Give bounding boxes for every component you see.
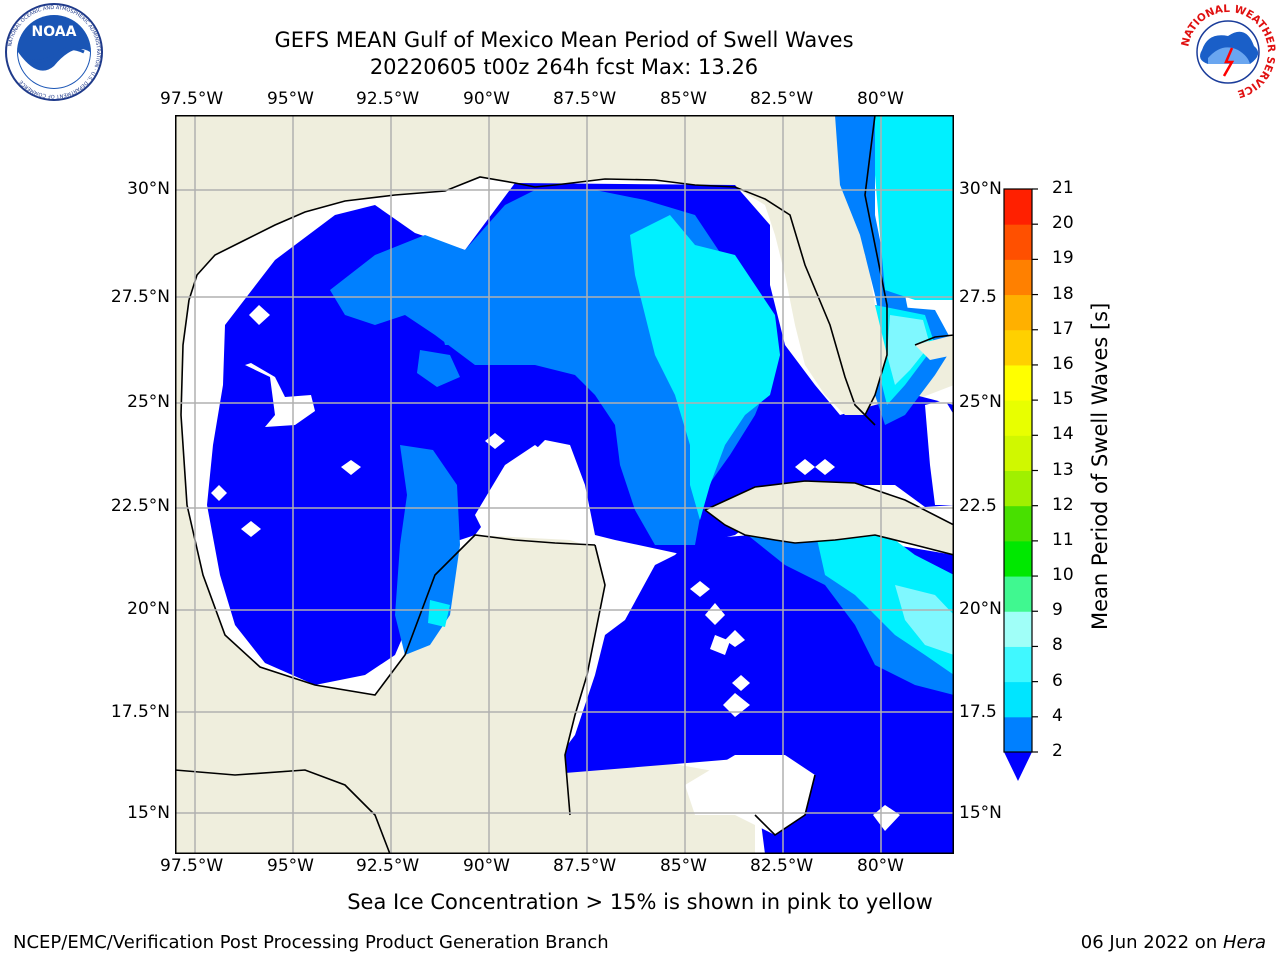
lat-label-right: 22.5 [959, 496, 997, 516]
lon-label-bottom: 82.5°W [750, 856, 814, 876]
lon-label-top: 85°W [660, 89, 707, 109]
lat-label-right: 15°N [959, 803, 1002, 823]
graticule [175, 115, 954, 854]
colorbar-tick-label: 10 [1052, 565, 1074, 586]
lat-label-left: 27.5°N [110, 287, 170, 307]
colorbar-segment [1004, 294, 1032, 331]
colorbar-under-arrow [1004, 752, 1032, 781]
colorbar-segment [1004, 329, 1032, 366]
colorbar-segment [1004, 576, 1032, 612]
lon-label-bottom: 87.5°W [553, 856, 617, 876]
lat-label-left: 15°N [127, 803, 170, 823]
colorbar-tick-label: 9 [1052, 600, 1063, 621]
date-text: 06 Jun 2022 on [1080, 932, 1223, 953]
lat-label-right: 30°N [959, 179, 1002, 199]
land-masses [175, 185, 954, 854]
colorbar-tick-label: 17 [1052, 318, 1074, 339]
lon-label-bottom: 85°W [660, 856, 707, 876]
lat-label-left: 25°N [127, 392, 170, 412]
colorbar-segment [1004, 646, 1032, 683]
lon-label-top: 95°W [267, 89, 314, 109]
lon-label-top: 82.5°W [750, 89, 814, 109]
colorbar-segment [1004, 470, 1032, 507]
map-frame [175, 115, 954, 854]
colorbar-segment [1004, 611, 1032, 647]
colorbar-segment [1004, 505, 1032, 542]
lat-label-right: 27.5 [959, 287, 997, 307]
lon-label-bottom: 90°W [463, 856, 510, 876]
host-name: Hera [1222, 932, 1266, 953]
colorbar-segment [1004, 681, 1032, 718]
colorbar [1003, 188, 1038, 781]
colorbar-segment [1004, 435, 1032, 471]
colorbar-segment [1004, 259, 1032, 296]
colorbar-tick-label: 2 [1052, 741, 1063, 761]
colorbar-segment [1004, 716, 1032, 753]
date-credit: 06 Jun 2022 on Hera [1081, 932, 1266, 953]
nws-logo: NATIONAL WEATHER SERVICE [1179, 3, 1277, 100]
sea-ice-note: Sea Ice Concentration > 15% is shown in … [347, 890, 933, 914]
lat-label-left: 17.5°N [110, 702, 170, 722]
credit-text: NCEP/EMC/Verification Post Processing Pr… [13, 932, 609, 953]
lon-label-bottom: 80°W [857, 856, 904, 876]
colorbar-tick-label: 18 [1052, 283, 1074, 304]
colorbar-tick-label: 12 [1052, 494, 1074, 515]
lat-label-right: 20°N [959, 599, 1002, 619]
lat-label-left: 30°N [127, 179, 170, 199]
colorbar-tick-label: 11 [1052, 529, 1074, 550]
lon-label-top: 97.5°W [160, 89, 224, 109]
colorbar-tick-label: 21 [1052, 178, 1074, 198]
colorbar-tick-label: 15 [1052, 389, 1074, 410]
lat-label-left: 20°N [127, 599, 170, 619]
coastlines [175, 115, 954, 854]
lon-label-bottom: 95°W [267, 856, 314, 876]
swell-field-pale-cyan [887, 315, 954, 655]
colorbar-label: Mean Period of Swell Waves [s] [1088, 302, 1112, 630]
colorbar-tick-label: 6 [1052, 670, 1063, 691]
noaa-logo-text: NOAA [32, 24, 77, 40]
lat-label-right: 17.5 [959, 702, 997, 722]
colorbar-tick-label: 20 [1052, 213, 1074, 234]
lon-label-top: 87.5°W [553, 89, 617, 109]
lon-label-bottom: 97.5°W [160, 856, 224, 876]
lon-label-top: 90°W [463, 89, 510, 109]
colorbar-tick-label: 16 [1052, 353, 1074, 374]
colorbar-segment [1004, 189, 1032, 225]
colorbar-segment [1004, 364, 1032, 401]
lon-label-bottom: 92.5°W [356, 856, 420, 876]
colorbar-segment [1004, 224, 1032, 260]
colorbar-tick-label: 14 [1052, 424, 1074, 445]
colorbar-tick-label: 4 [1052, 705, 1063, 726]
colorbar-segment [1004, 400, 1032, 436]
lon-label-top: 80°W [857, 89, 904, 109]
chart-title: GEFS MEAN Gulf of Mexico Mean Period of … [274, 28, 854, 52]
colorbar-tick-label: 19 [1052, 248, 1074, 269]
noaa-logo: NOAA NATIONAL OCEANIC AND ATMOSPHERIC AD… [5, 3, 103, 101]
colorbar-tick-label: 13 [1052, 459, 1074, 480]
lon-label-top: 92.5°W [356, 89, 420, 109]
chart-subtitle: 20220605 t00z 264h fcst Max: 13.26 [369, 55, 759, 79]
colorbar-tick-label: 8 [1052, 635, 1063, 656]
colorbar-segment [1004, 540, 1032, 577]
lat-label-left: 22.5°N [110, 496, 170, 516]
lat-label-right: 25°N [959, 392, 1002, 412]
map-panel [175, 115, 954, 854]
